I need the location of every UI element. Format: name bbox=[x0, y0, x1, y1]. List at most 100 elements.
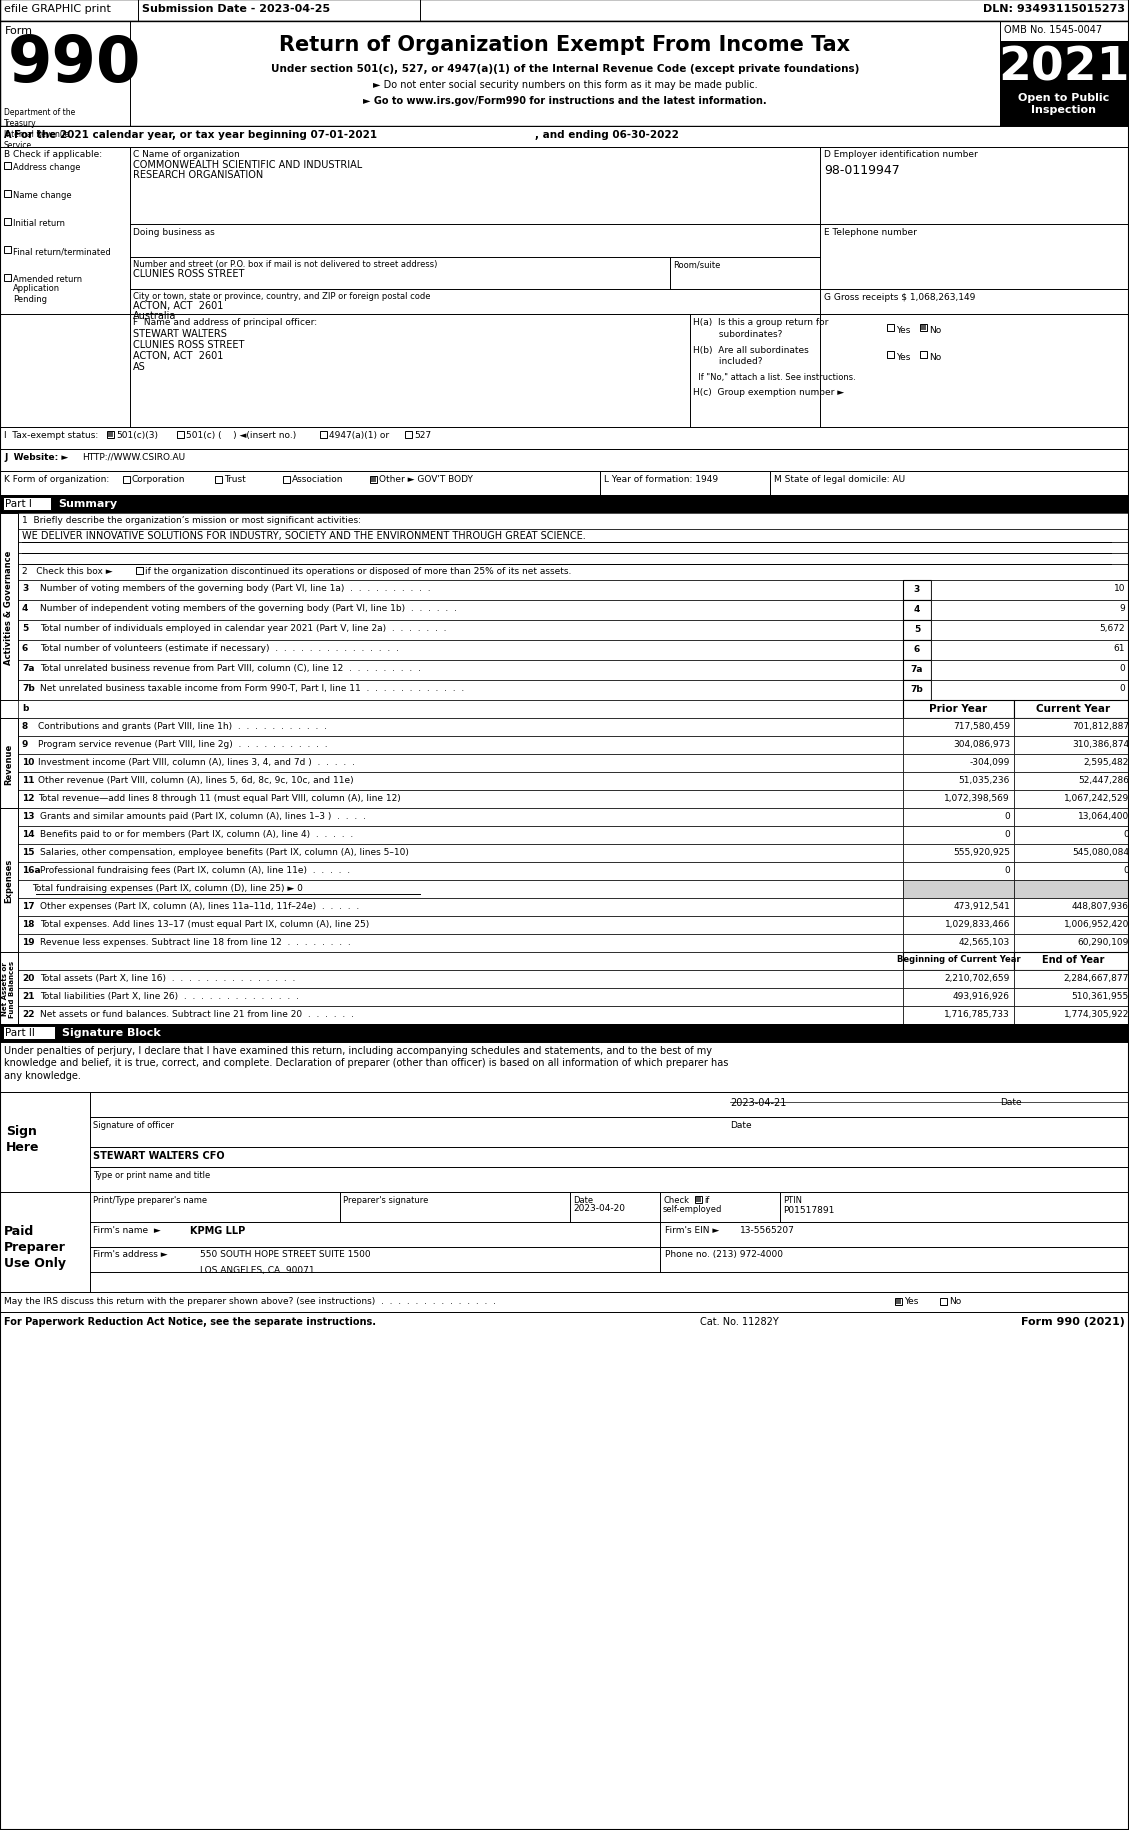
Bar bbox=[3, 498, 51, 511]
Text: Australia: Australia bbox=[133, 311, 176, 320]
Text: 21: 21 bbox=[21, 992, 35, 1001]
Text: 9: 9 bbox=[21, 739, 28, 748]
Bar bbox=[18, 970, 903, 988]
Text: Investment income (Part VIII, column (A), lines 3, 4, and 7d )  .  .  .  .  .: Investment income (Part VIII, column (A)… bbox=[38, 758, 355, 767]
Bar bbox=[108, 432, 113, 437]
Bar bbox=[320, 432, 327, 439]
Text: Prior Year: Prior Year bbox=[929, 703, 988, 714]
Bar bbox=[18, 880, 903, 899]
Text: Total fundraising expenses (Part IX, column (D), line 25) ► 0: Total fundraising expenses (Part IX, col… bbox=[32, 884, 303, 893]
Bar bbox=[903, 844, 1014, 862]
Text: Firm's EIN ►: Firm's EIN ► bbox=[665, 1226, 719, 1233]
Text: if the organization discontinued its operations or disposed of more than 25% of : if the organization discontinued its ope… bbox=[145, 567, 571, 576]
Bar bbox=[1014, 1007, 1129, 1025]
Text: RESEARCH ORGANISATION: RESEARCH ORGANISATION bbox=[133, 170, 263, 179]
Text: Total assets (Part X, line 16)  .  .  .  .  .  .  .  .  .  .  .  .  .  .  .: Total assets (Part X, line 16) . . . . .… bbox=[40, 974, 296, 983]
Text: 5: 5 bbox=[21, 624, 28, 633]
Bar bbox=[1014, 772, 1129, 791]
Text: self-employed: self-employed bbox=[663, 1204, 723, 1213]
Text: 7a: 7a bbox=[21, 664, 35, 673]
Text: Check: Check bbox=[663, 1195, 689, 1204]
Bar bbox=[18, 809, 903, 827]
Text: Cat. No. 11282Y: Cat. No. 11282Y bbox=[700, 1316, 779, 1327]
Bar bbox=[931, 661, 1129, 681]
Bar bbox=[18, 544, 1129, 554]
Text: H(b)  Are all subordinates: H(b) Are all subordinates bbox=[693, 346, 808, 355]
Bar bbox=[18, 899, 903, 917]
Text: 2021: 2021 bbox=[998, 46, 1129, 90]
Bar bbox=[1014, 988, 1129, 1007]
Text: Corporation: Corporation bbox=[132, 474, 185, 483]
Text: Return of Organization Exempt From Income Tax: Return of Organization Exempt From Incom… bbox=[280, 35, 850, 55]
Text: ► Do not enter social security numbers on this form as it may be made public.: ► Do not enter social security numbers o… bbox=[373, 81, 758, 90]
Text: 9: 9 bbox=[1119, 604, 1124, 613]
Bar bbox=[123, 478, 130, 483]
Text: 555,920,925: 555,920,925 bbox=[953, 847, 1010, 856]
Text: 3: 3 bbox=[913, 584, 920, 593]
Text: Current Year: Current Year bbox=[1036, 703, 1111, 714]
Bar bbox=[18, 754, 903, 772]
Text: End of Year: End of Year bbox=[1042, 955, 1104, 964]
Text: 473,912,541: 473,912,541 bbox=[953, 902, 1010, 911]
Text: Total number of volunteers (estimate if necessary)  .  .  .  .  .  .  .  .  .  .: Total number of volunteers (estimate if … bbox=[40, 644, 399, 653]
Text: I  Tax-exempt status:: I Tax-exempt status: bbox=[5, 430, 98, 439]
Text: 2,284,667,877: 2,284,667,877 bbox=[1064, 974, 1129, 983]
Text: 4: 4 bbox=[913, 604, 920, 613]
Text: Date: Date bbox=[730, 1120, 752, 1129]
Bar bbox=[1014, 862, 1129, 880]
Text: 0: 0 bbox=[1119, 664, 1124, 673]
Text: Under penalties of perjury, I declare that I have examined this return, includin: Under penalties of perjury, I declare th… bbox=[5, 1045, 728, 1080]
Bar bbox=[135, 567, 143, 575]
Text: Part II: Part II bbox=[5, 1027, 35, 1038]
Bar bbox=[903, 862, 1014, 880]
Bar bbox=[0, 315, 1129, 428]
Bar bbox=[3, 1027, 55, 1039]
Text: Part I: Part I bbox=[5, 500, 32, 509]
Text: COMMONWEALTH SCIENTIFIC AND INDUSTRIAL: COMMONWEALTH SCIENTIFIC AND INDUSTRIAL bbox=[133, 159, 362, 170]
Text: LOS ANGELES, CA  90071: LOS ANGELES, CA 90071 bbox=[200, 1265, 315, 1274]
Text: Address change: Address change bbox=[14, 163, 80, 172]
Bar bbox=[903, 772, 1014, 791]
Text: Number of voting members of the governing body (Part VI, line 1a)  .  .  .  .  .: Number of voting members of the governin… bbox=[40, 584, 430, 593]
Bar bbox=[920, 324, 927, 331]
Text: Signature of officer: Signature of officer bbox=[93, 1120, 174, 1129]
Text: F  Name and address of principal officer:: F Name and address of principal officer: bbox=[133, 318, 317, 328]
Bar bbox=[18, 640, 903, 661]
Text: Total unrelated business revenue from Part VIII, column (C), line 12  .  .  .  .: Total unrelated business revenue from Pa… bbox=[40, 664, 421, 673]
Bar bbox=[903, 809, 1014, 827]
Bar bbox=[18, 554, 1129, 565]
Bar bbox=[695, 1197, 701, 1202]
Text: 7a: 7a bbox=[911, 664, 924, 673]
Bar bbox=[0, 472, 1129, 496]
Text: 1,716,785,733: 1,716,785,733 bbox=[944, 1010, 1010, 1019]
Text: 0: 0 bbox=[1123, 829, 1129, 838]
Text: Yes: Yes bbox=[896, 326, 910, 335]
Bar bbox=[18, 600, 903, 620]
Bar bbox=[1014, 899, 1129, 917]
Bar bbox=[1014, 970, 1129, 988]
Bar bbox=[18, 952, 903, 970]
Text: 2,210,702,659: 2,210,702,659 bbox=[945, 974, 1010, 983]
Bar bbox=[931, 620, 1129, 640]
Text: Submission Date - 2023-04-25: Submission Date - 2023-04-25 bbox=[142, 4, 330, 15]
Bar bbox=[0, 450, 1129, 472]
Text: Phone no. (213) 972-4000: Phone no. (213) 972-4000 bbox=[665, 1250, 784, 1259]
Bar bbox=[903, 701, 1014, 719]
Text: HTTP://WWW.CSIRO.AU: HTTP://WWW.CSIRO.AU bbox=[82, 452, 185, 461]
Bar bbox=[18, 772, 903, 791]
Bar bbox=[896, 1299, 901, 1305]
Text: H(a)  Is this a group return for: H(a) Is this a group return for bbox=[693, 318, 829, 328]
Bar bbox=[903, 952, 1014, 970]
Bar bbox=[18, 701, 903, 719]
Text: Initial return: Initial return bbox=[14, 220, 65, 229]
Bar bbox=[0, 1193, 1129, 1292]
Text: Total revenue—add lines 8 through 11 (must equal Part VIII, column (A), line 12): Total revenue—add lines 8 through 11 (mu… bbox=[38, 794, 401, 803]
Text: Revenue less expenses. Subtract line 18 from line 12  .  .  .  .  .  .  .  .: Revenue less expenses. Subtract line 18 … bbox=[40, 937, 351, 946]
Text: 701,812,887: 701,812,887 bbox=[1071, 721, 1129, 730]
Text: STEWART WALTERS CFO: STEWART WALTERS CFO bbox=[93, 1151, 225, 1160]
Text: Yes: Yes bbox=[896, 353, 910, 362]
Bar bbox=[18, 1007, 903, 1025]
Text: 98-0119947: 98-0119947 bbox=[824, 165, 900, 178]
Text: 990: 990 bbox=[8, 33, 141, 95]
Text: 550 SOUTH HOPE STREET SUITE 1500: 550 SOUTH HOPE STREET SUITE 1500 bbox=[200, 1250, 370, 1259]
